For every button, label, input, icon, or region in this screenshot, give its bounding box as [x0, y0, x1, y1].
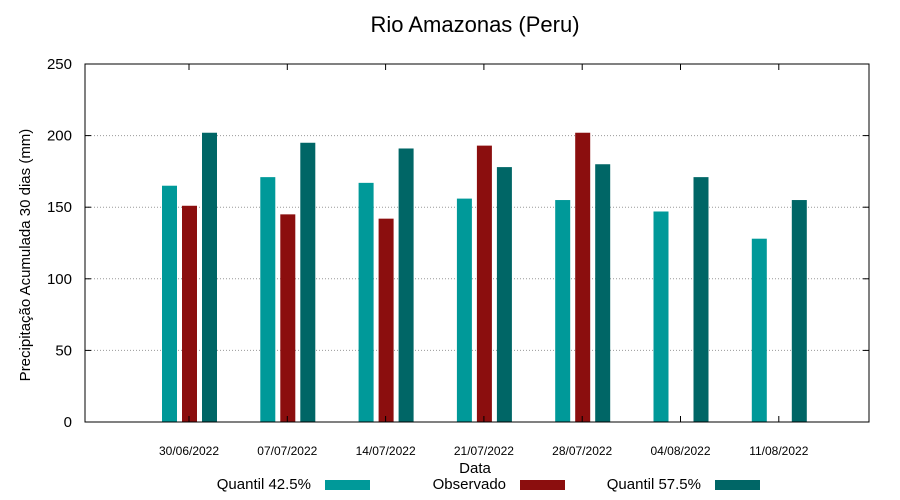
bar-3-7 — [791, 200, 807, 422]
bar-3-5 — [595, 164, 611, 423]
x-tick-label: 28/07/2022 — [552, 444, 612, 458]
bar-3-4 — [496, 167, 512, 422]
bar-3-3 — [398, 148, 414, 422]
legend-label: Quantil 42.5% — [217, 476, 311, 493]
legend: Quantil 42.5% Observado Quantil 57.5% — [217, 476, 760, 493]
bar-1-3 — [358, 182, 374, 422]
chart-title: Rio Amazonas (Peru) — [370, 12, 579, 37]
bar-1-5 — [555, 200, 571, 422]
bar-3-2 — [300, 142, 316, 422]
x-tick-label: 11/08/2022 — [749, 444, 808, 458]
x-tick-label: 04/08/2022 — [650, 444, 710, 458]
y-tick-label: 150 — [47, 199, 72, 216]
x-tick-label: 21/07/2022 — [454, 444, 514, 458]
y-tick-label: 50 — [55, 342, 72, 359]
bar-3-1 — [202, 132, 217, 422]
bar-2-4 — [476, 145, 492, 422]
x-axis-ticks: 30/06/2022 07/07/2022 14/07/2022 21/07/2022… — [159, 64, 809, 458]
legend-swatch — [520, 480, 565, 490]
bar-2-3 — [378, 218, 394, 422]
bar-1-2 — [260, 177, 276, 422]
y-tick-label: 100 — [47, 271, 72, 288]
bar-1-6 — [653, 211, 669, 422]
legend-swatch — [715, 480, 760, 490]
y-tick-label: 250 — [47, 56, 72, 73]
legend-swatch — [325, 480, 370, 490]
bar-3-6 — [693, 177, 709, 422]
x-tick-label: 14/07/2022 — [356, 444, 416, 458]
bar-1-1 — [162, 185, 177, 422]
y-axis-ticks: 0 50 100 150 200 250 — [47, 56, 869, 431]
x-axis-label: Data — [459, 460, 491, 477]
y-axis-label: Precipitação Acumulada 30 dias (mm) — [17, 129, 34, 382]
bar-1-7 — [751, 238, 767, 422]
bar-1-4 — [456, 198, 472, 422]
bar-2-1 — [182, 205, 197, 422]
legend-label: Quantil 57.5% — [607, 476, 701, 493]
legend-label: Observado — [433, 476, 506, 493]
bar-2-2 — [280, 214, 296, 422]
bar-2-5 — [575, 132, 591, 422]
x-tick-label: 30/06/2022 — [159, 444, 219, 458]
bars — [162, 132, 807, 423]
plot-frame — [84, 63, 870, 423]
y-tick-label: 200 — [47, 128, 72, 145]
y-tick-label: 0 — [64, 414, 72, 431]
x-tick-label: 07/07/2022 — [257, 444, 317, 458]
